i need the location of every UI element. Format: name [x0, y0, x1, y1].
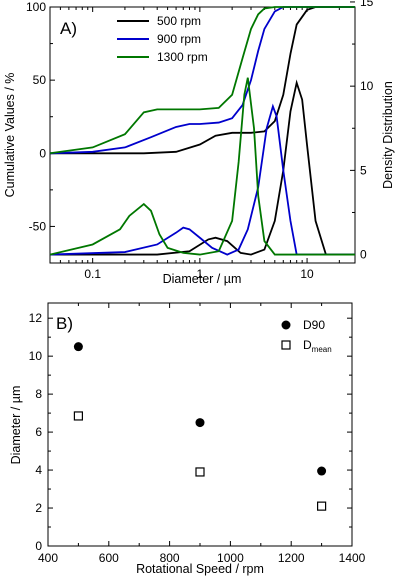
panel-b-label: B) — [56, 314, 73, 333]
panel-b-x-axis-label: Rotational Speed / rpm — [136, 562, 264, 576]
series-900-rpm-cumulative-line — [49, 6, 355, 155]
panel-b-y-tick-label: 6 — [35, 425, 42, 439]
series-1300-rpm-cumulative-line — [49, 6, 355, 155]
panel-b-y-tick-label: 8 — [35, 387, 42, 401]
panel-a-label: A) — [60, 19, 77, 38]
panel-a-x-tick-label: 0.1 — [84, 267, 101, 281]
legend-label: 500 rpm — [157, 14, 201, 28]
panel-b-y-tick-label: 4 — [35, 463, 42, 477]
series-900-rpm-density-line — [49, 103, 355, 256]
legend-dmean-label: Dmean — [303, 338, 332, 354]
panel-b-chart: B) 400 600 800 1000 1200 1400 0 2 4 6 8 10 12 D90 Dme… — [9, 302, 366, 576]
legend-d90-label: D90 — [303, 318, 325, 332]
series-1300-rpm-density-line — [49, 77, 355, 256]
series-500-rpm-cumulative-line — [50, 6, 355, 155]
panel-b-x-tick-label: 1200 — [278, 551, 305, 565]
panel-a-legend: 500 rpm 900 rpm 1300 rpm — [117, 14, 208, 64]
panel-a-right-y-tick-label: 5 — [360, 163, 367, 177]
panel-a-right-y-tick-label: 0 — [360, 248, 367, 262]
panel-a-plot-frame — [49, 6, 356, 264]
legend-label: 900 rpm — [157, 32, 201, 46]
panel-a-x-axis-label: Diameter / µm — [163, 272, 242, 286]
panel-b-x-tick-label: 800 — [160, 551, 180, 565]
d90-point — [195, 418, 205, 428]
panel-a-left-y-tick-label: 50 — [33, 73, 47, 87]
panel-a-right-y-tick-label: 15 — [360, 0, 374, 9]
dmean-point — [317, 501, 327, 511]
panel-a-right-y-axis-label: Density Distribution — [381, 81, 395, 189]
panel-b-x-tick-label: 1000 — [217, 551, 244, 565]
d90-point — [73, 342, 83, 352]
panel-b-legend: D90 Dmean — [281, 318, 332, 354]
panel-b-x-tick-label: 400 — [38, 551, 58, 565]
panel-b-x-tick-label: 1400 — [339, 551, 366, 565]
panel-a-x-tick-label: 10 — [300, 267, 314, 281]
panel-b-y-tick-label: 12 — [29, 311, 43, 325]
panel-a-left-y-tick-label: 100 — [26, 0, 46, 14]
panel-b-y-tick-label: 0 — [35, 539, 42, 553]
panel-b-y-tick-label: 10 — [29, 349, 43, 363]
panel-b-x-tick-label: 600 — [99, 551, 119, 565]
panel-a-left-y-axis-label: Cumulative Values / % — [3, 73, 17, 198]
panel-a-left-y-tick-label: -50 — [29, 219, 47, 233]
panel-a-x-tick-label: 1 — [197, 267, 204, 281]
legend-dmean-marker — [281, 340, 291, 350]
panel-a-chart: A) 0.1 1 10 -50 0 50 100 0 5 10 15 500 rpm 900 rpm 1… — [3, 0, 395, 286]
dmean-point — [195, 467, 205, 477]
d90-point — [317, 466, 327, 476]
legend-label: 1300 rpm — [157, 50, 208, 64]
panel-a-left-y-tick-label: 0 — [39, 146, 46, 160]
panel-a-right-y-tick-label: 10 — [360, 79, 374, 93]
dmean-point — [73, 411, 84, 421]
panel-b-y-axis-label: Diameter / µm — [9, 386, 23, 465]
legend-d90-marker — [281, 320, 291, 330]
panel-b-y-tick-label: 2 — [35, 501, 42, 515]
